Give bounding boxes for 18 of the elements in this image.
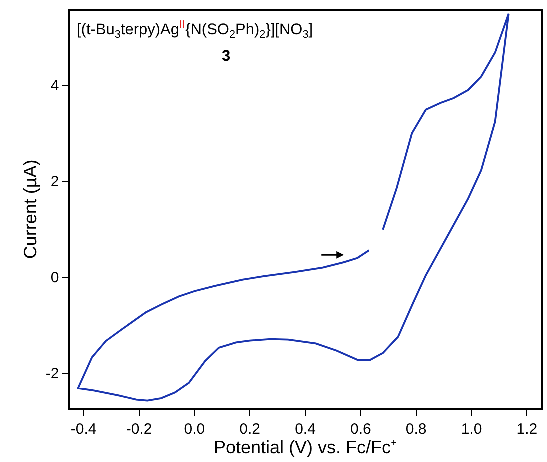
x-tick-label: 1.0	[461, 420, 482, 438]
x-tick-label: 0.2	[240, 420, 261, 438]
y-tick-label: 4	[50, 78, 60, 95]
x-tick-label: 1.2	[516, 420, 538, 438]
y-tick-label: -2	[46, 366, 60, 383]
text: 3	[114, 28, 121, 41]
x-tick-label: 0.6	[350, 420, 372, 438]
y-tick-label: 0	[50, 270, 60, 287]
x-tick-label: 0.8	[406, 420, 427, 438]
x-tick-label: -0.2	[126, 420, 152, 438]
x-axis-title: Potential (V) vs. Fc/Fc⁺	[214, 438, 398, 458]
x-tick-label: -0.4	[70, 420, 97, 438]
y-axis-title: Current (µA)	[20, 160, 41, 260]
line-series	[77, 12, 510, 402]
x-tick-label: 0.0	[184, 420, 206, 438]
x-tick-label: 0.4	[295, 420, 316, 438]
text: 3	[222, 48, 231, 65]
y-tick-label: 2	[50, 174, 60, 191]
